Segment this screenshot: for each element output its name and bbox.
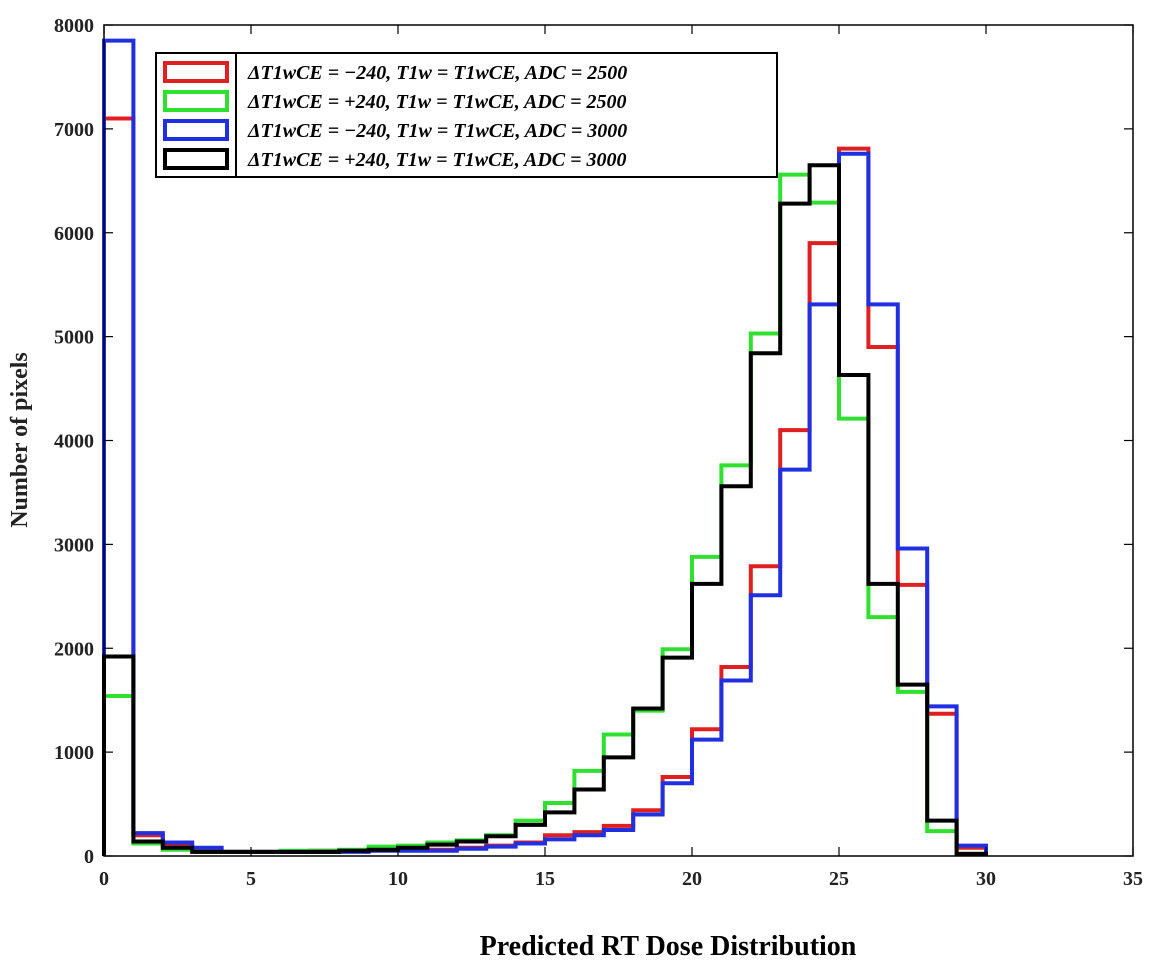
- y-tick-label: 2000: [54, 638, 94, 660]
- legend-label-2: ΔT1wCE = +240, T1w = T1wCE, ADC = 2500: [247, 91, 627, 113]
- series-4: [102, 163, 988, 856]
- axis-ticks: 0 5 10 15 20 25 30 35 0 1000 2000 3000 4000 5000 6000 7…: [54, 15, 1143, 890]
- legend-label-1: ΔT1wCE = −240, T1w = T1wCE, ADC = 2500: [247, 62, 627, 84]
- x-tick-label: 25: [829, 868, 849, 890]
- x-tick-label: 0: [99, 868, 109, 890]
- x-tick-label: 20: [682, 868, 702, 890]
- x-tick-label: 15: [535, 868, 555, 890]
- series-1-bars: [102, 116, 988, 856]
- legend-swatch-4: [163, 148, 229, 170]
- legend-label-3: ΔT1wCE = −240, T1w = T1wCE, ADC = 3000: [247, 120, 627, 142]
- plot-bars: [102, 38, 988, 856]
- y-tick-label: 8000: [54, 15, 94, 37]
- y-tick-label: 6000: [54, 223, 94, 245]
- legend-label-4: ΔT1wCE = +240, T1w = T1wCE, ADC = 3000: [247, 149, 627, 171]
- legend-swatch-2: [163, 90, 229, 112]
- series-2: [102, 172, 988, 856]
- legend: ΔT1wCE = −240, T1w = T1wCE, ADC = 2500 ΔT…: [155, 52, 778, 178]
- x-tick-label: 30: [976, 868, 996, 890]
- y-tick-label: 1000: [54, 742, 94, 764]
- x-axis-title: Predicted RT Dose Distribution: [480, 931, 857, 962]
- x-tick-label: 10: [388, 868, 408, 890]
- legend-swatch-3: [163, 119, 229, 141]
- y-axis-title: Number of pixels: [7, 352, 33, 528]
- series-2-bars: [102, 172, 988, 856]
- x-tick-label: 35: [1123, 868, 1143, 890]
- x-tick-label: 5: [246, 868, 256, 890]
- series-1: [102, 116, 988, 856]
- y-tick-label: 5000: [54, 327, 94, 349]
- y-tick-label: 7000: [54, 119, 94, 141]
- y-tick-label: 3000: [54, 534, 94, 556]
- legend-box: [155, 52, 778, 178]
- series-4-bars: [102, 163, 988, 856]
- y-tick-label: 4000: [54, 431, 94, 453]
- y-tick-label: 0: [84, 846, 94, 868]
- legend-swatch-1: [163, 61, 229, 83]
